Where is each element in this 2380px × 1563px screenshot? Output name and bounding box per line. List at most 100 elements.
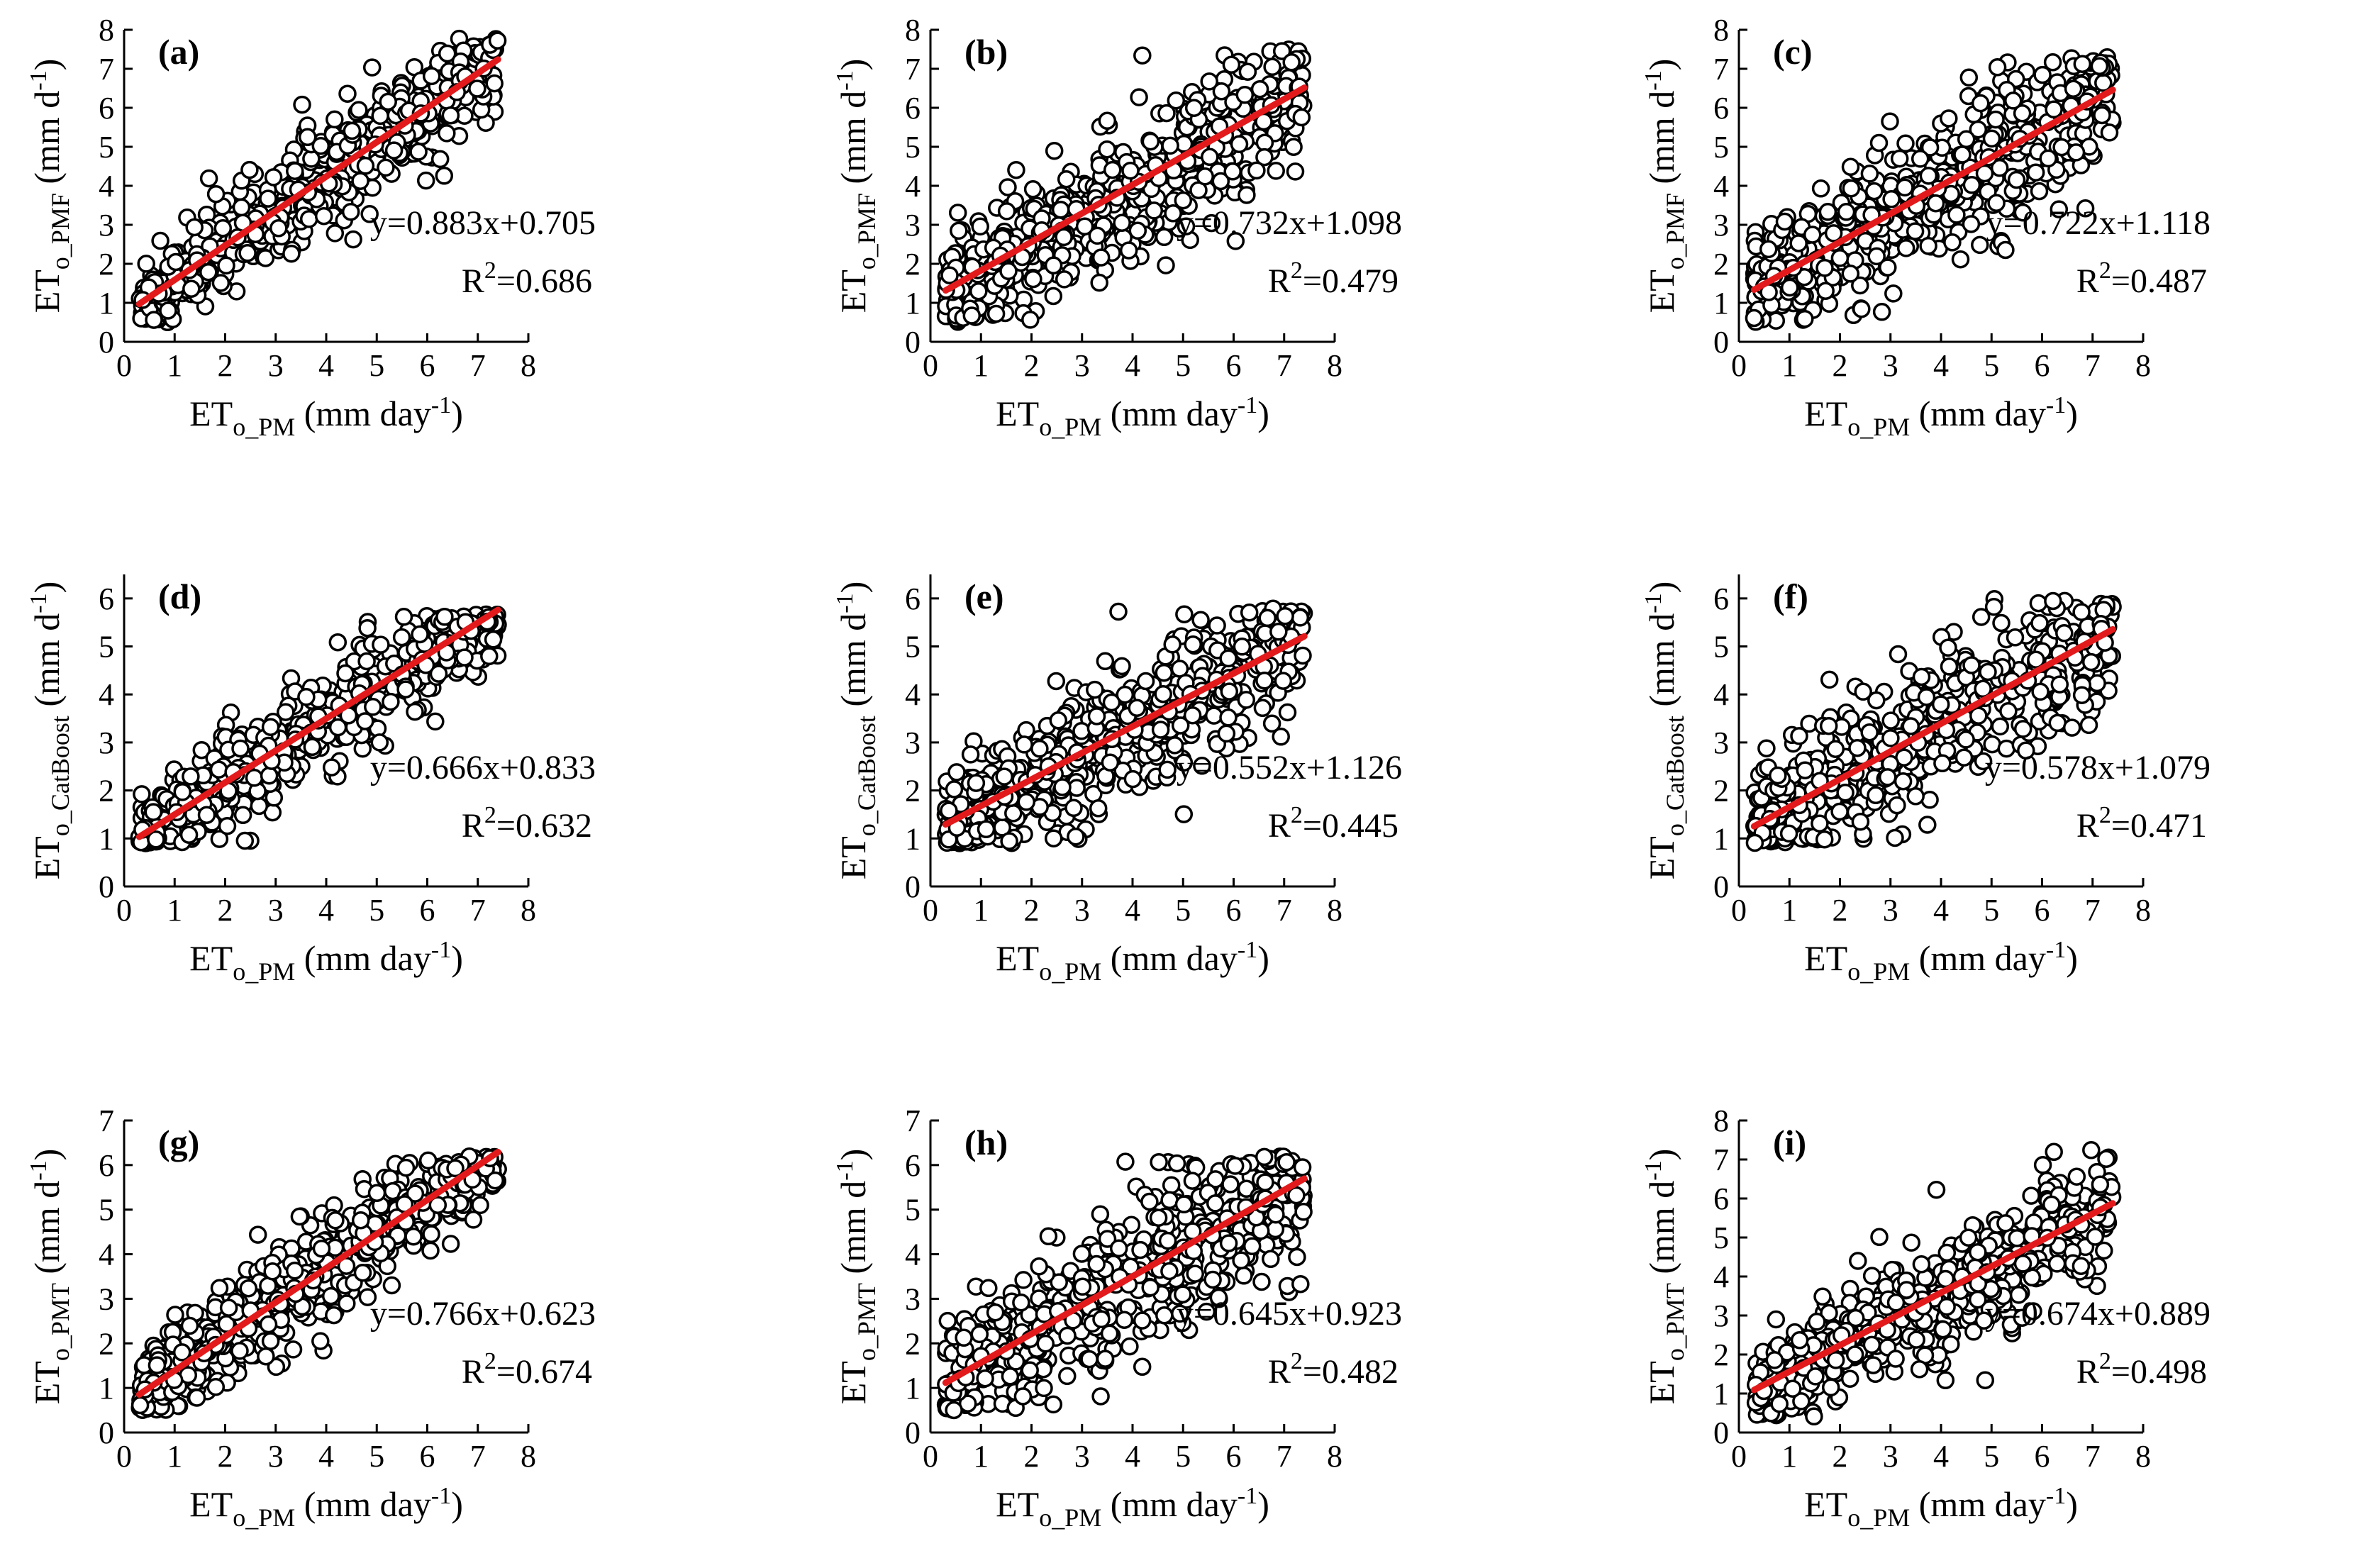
y-tick-label: 7: [905, 52, 921, 87]
data-point: [1836, 783, 1854, 802]
data-point: [1247, 161, 1266, 180]
data-point: [1100, 1324, 1119, 1343]
data-point: [173, 783, 192, 801]
data-point: [261, 718, 280, 736]
x-tick-label: 1: [167, 893, 182, 928]
data-point: [1842, 179, 1861, 198]
data-point: [1919, 237, 1937, 255]
data-point: [995, 767, 1013, 786]
data-point: [945, 780, 964, 799]
data-point: [1971, 235, 1989, 255]
data-point: [1962, 656, 1981, 674]
y-tick-label: 5: [99, 630, 114, 664]
data-point: [1091, 1205, 1110, 1223]
data-point: [986, 1303, 1005, 1322]
data-point: [1269, 623, 1288, 641]
data-point: [1769, 766, 1787, 785]
data-point: [377, 158, 395, 177]
data-point: [1912, 667, 1931, 686]
data-point: [326, 1211, 345, 1230]
data-point: [1250, 79, 1269, 99]
data-point: [299, 210, 318, 228]
data-point: [199, 262, 218, 282]
data-point: [1789, 234, 1808, 252]
data-point: [1055, 228, 1073, 247]
data-point: [2030, 182, 2049, 201]
data-point: [468, 79, 486, 98]
data-point: [260, 766, 279, 785]
data-point: [284, 1340, 303, 1359]
data-point: [955, 1328, 973, 1347]
data-point: [197, 806, 216, 824]
data-point: [2072, 686, 2091, 704]
data-point: [1255, 672, 1274, 690]
data-point: [133, 785, 151, 803]
y-tick-label: 6: [905, 1148, 921, 1183]
data-point: [1021, 1361, 1039, 1380]
data-point: [1089, 799, 1108, 818]
data-point: [233, 806, 252, 825]
data-point: [1896, 134, 1915, 153]
x-tick-label: 5: [369, 893, 384, 928]
data-point: [1759, 240, 1778, 259]
data-point: [1860, 165, 1879, 183]
data-point: [464, 1211, 483, 1229]
y-tick-label: 3: [99, 208, 114, 243]
data-point: [1926, 194, 1945, 213]
x-tick-label: 2: [218, 1439, 233, 1474]
data-point: [1911, 150, 1930, 168]
data-point: [211, 274, 230, 292]
data-point: [1044, 287, 1063, 306]
data-point: [148, 1356, 167, 1374]
data-point: [239, 1279, 258, 1298]
data-point: [1174, 1195, 1194, 1214]
x-tick-label: 3: [268, 348, 284, 383]
x-tick-label: 0: [923, 893, 938, 928]
x-tick-label: 4: [318, 1439, 334, 1474]
data-point: [1161, 136, 1179, 155]
data-point: [1184, 99, 1203, 117]
data-point: [257, 1347, 275, 1366]
data-point: [1984, 597, 2003, 616]
data-point: [245, 769, 264, 787]
data-point: [1014, 1271, 1033, 1289]
scatter-points-a: [130, 29, 507, 332]
data-point: [1841, 157, 1860, 177]
data-point: [1217, 724, 1236, 743]
data-point: [285, 1261, 304, 1280]
data-point: [1865, 182, 1884, 201]
data-point: [248, 1225, 267, 1244]
data-point: [1957, 130, 1976, 149]
data-point: [1184, 635, 1202, 654]
regression-line-a: [135, 56, 501, 308]
data-point: [370, 733, 389, 752]
regression-equation-d: y=0.666x+0.833: [370, 749, 596, 786]
data-point: [343, 121, 362, 140]
x-tick-label: 8: [521, 893, 536, 928]
data-point: [480, 647, 499, 666]
data-point: [1212, 82, 1231, 101]
data-point: [976, 1369, 994, 1388]
y-tick-label: 3: [905, 1281, 921, 1316]
x-axis-title-a: ETo_PM (mm day-1): [189, 392, 463, 441]
data-point: [1242, 1237, 1262, 1256]
r-squared-d: R2=0.632: [462, 802, 592, 845]
data-point: [1936, 1371, 1955, 1390]
data-point: [1291, 1274, 1310, 1294]
data-point: [1044, 1395, 1063, 1414]
x-tick-label: 2: [1024, 893, 1040, 928]
data-point: [1255, 1147, 1274, 1167]
data-point: [1976, 1371, 1995, 1389]
y-tick-label: 4: [1713, 677, 1729, 712]
data-point: [1947, 206, 1966, 224]
x-tick-label: 6: [2035, 893, 2050, 928]
data-point: [1151, 721, 1170, 739]
data-point: [1256, 1173, 1274, 1191]
panel-label-e: (e): [964, 577, 1004, 616]
data-point: [1811, 814, 1829, 833]
data-point: [166, 1306, 184, 1324]
data-point: [1837, 203, 1856, 221]
data-point: [290, 1207, 309, 1226]
data-point: [1943, 233, 1962, 252]
data-point: [485, 74, 504, 93]
